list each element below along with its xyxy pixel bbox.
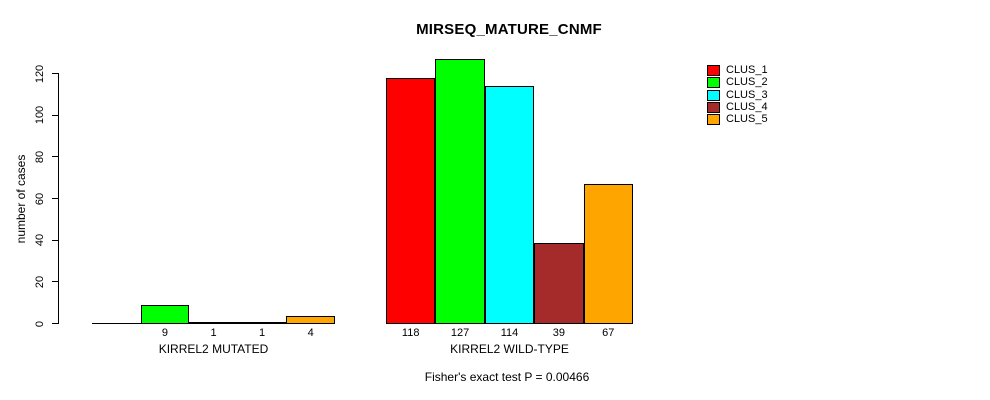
y-axis-tick-label: 20 bbox=[34, 275, 46, 288]
group-label: KIRREL2 WILD-TYPE bbox=[450, 342, 569, 356]
legend-label-clus_5: CLUS_5 bbox=[726, 113, 768, 126]
y-axis-tick-label: 40 bbox=[34, 234, 46, 247]
y-axis-tick bbox=[52, 73, 58, 74]
bar-clus_4-group1 bbox=[237, 322, 287, 324]
y-axis-tick bbox=[52, 281, 58, 283]
bar-clus_3-group2 bbox=[484, 86, 535, 324]
legend-label-clus_2: CLUS_2 bbox=[726, 76, 768, 89]
chart-title: MIRSEQ_MATURE_CNMF bbox=[416, 21, 602, 38]
y-axis-tick bbox=[52, 198, 58, 199]
fisher-test-annotation: Fisher's exact test P = 0.00466 bbox=[424, 370, 590, 384]
bar-value-label: 118 bbox=[401, 327, 420, 339]
y-axis-tick-label: 0 bbox=[34, 320, 46, 327]
legend-label-clus_1: CLUS_1 bbox=[726, 64, 768, 76]
group-label: KIRREL2 MUTATED bbox=[158, 342, 269, 356]
y-axis-tick-label: 120 bbox=[34, 64, 46, 83]
y-axis-tick-label: 60 bbox=[34, 192, 46, 205]
legend-swatch-clus_5 bbox=[707, 114, 720, 126]
bar-value-label: 39 bbox=[552, 327, 566, 339]
bar-value-label: 114 bbox=[500, 327, 519, 339]
y-axis-tick bbox=[52, 114, 58, 116]
bar-clus_5-group1 bbox=[286, 316, 335, 324]
bar-value-label: 9 bbox=[161, 327, 168, 339]
bar-clus_3-group1 bbox=[189, 322, 238, 324]
bar-clus_5-group2 bbox=[583, 184, 633, 324]
bar-value-label: 1 bbox=[259, 327, 266, 339]
legend-swatch-clus_4 bbox=[707, 101, 720, 113]
y-axis-tick bbox=[52, 239, 58, 241]
legend-label-clus_3: CLUS_3 bbox=[726, 88, 768, 101]
y-axis-tick-label: 80 bbox=[34, 150, 46, 163]
bar-clus_1-group2 bbox=[386, 78, 436, 324]
y-axis-tick bbox=[52, 323, 58, 324]
y-axis-label: number of cases bbox=[14, 154, 28, 244]
y-axis-tick bbox=[52, 156, 58, 158]
bar-value-label: 127 bbox=[450, 327, 470, 339]
legend-swatch-clus_1 bbox=[707, 65, 720, 76]
bar-clus_2-group2 bbox=[435, 59, 485, 324]
bar-value-label: 67 bbox=[602, 327, 615, 339]
legend-swatch-clus_2 bbox=[707, 77, 720, 89]
bar-clus_2-group1 bbox=[140, 305, 190, 324]
bar-value-label: 1 bbox=[210, 327, 217, 339]
bar-value-label: 4 bbox=[307, 327, 314, 339]
y-axis-tick-label: 100 bbox=[34, 105, 46, 125]
bar-clus_4-group2 bbox=[534, 243, 584, 324]
legend-label-clus_4: CLUS_4 bbox=[726, 100, 768, 113]
y-axis-line bbox=[58, 73, 59, 324]
legend-swatch-clus_3 bbox=[707, 89, 720, 101]
